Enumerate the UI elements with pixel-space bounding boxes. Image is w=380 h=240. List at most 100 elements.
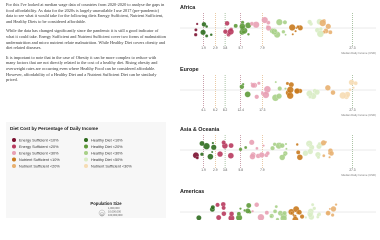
dot [282,20,288,25]
legend-label: Nutrient Sufficient <10% [19,158,60,162]
dot [210,144,217,151]
dot [236,211,241,216]
tick-label: 7.9 [260,168,265,172]
legend-swatch [84,164,88,168]
dot [325,23,332,30]
dot [270,145,275,151]
dot [302,150,309,157]
dot [250,82,256,88]
dot [265,25,272,31]
axis-label: Median Daily Income (USD) [341,51,376,55]
dot [307,143,311,146]
dot [274,204,278,209]
panel-title: Asia & Oceania [180,127,220,133]
dot [199,140,205,147]
legend-label: Healthy Diet <50% [91,158,123,162]
tick-label: 17.3 [259,108,265,112]
population-label: 10,000,000 [108,210,122,214]
legend-title: Diet Cost by Percentage of Daily Income [10,126,99,131]
dot [195,22,199,26]
dot [275,217,280,220]
dot [221,140,226,145]
dot [334,203,338,206]
dot [324,84,331,91]
dot [330,206,337,212]
tick-label: 27.3 [349,168,355,172]
dot [221,211,227,217]
dot [314,89,320,95]
dot [194,28,198,32]
dot [228,142,234,149]
tick-label: 5.8 [239,168,244,172]
paragraph: While the data has changed significantly… [6,28,166,51]
dot [307,19,312,25]
panel-title: Europe [180,67,199,73]
dot [248,139,255,146]
dot [296,154,303,161]
dot [279,154,286,161]
dot [203,142,210,150]
dot [257,81,261,86]
tick-label: 2.9 [213,46,218,50]
dot [288,24,296,31]
axis-label: Median Daily Income (USD) [341,173,376,177]
dot [291,33,294,36]
dot [285,147,288,151]
population-label: 1,000,000 [108,206,120,210]
dot [316,155,321,160]
panel-title: Africa [180,5,196,11]
dot [284,142,288,146]
dot [296,150,301,155]
dot [307,148,314,155]
legend-graphic: Energy Sufficient <10% Healthy Diet <10% E… [12,138,132,217]
dot [277,86,283,91]
dot [215,214,222,220]
dot [193,32,198,37]
dot [196,215,202,220]
dot [265,151,270,156]
dot [229,211,235,217]
tick-label: 3.8 [223,46,228,50]
dot [239,207,242,210]
legend-swatch [12,151,16,155]
dot [292,216,299,220]
dot [294,88,300,94]
dot [264,210,269,215]
legend-swatch [84,144,88,149]
dot [296,25,300,29]
legend-swatch [12,138,16,142]
dot [221,205,226,211]
legend-swatch [84,157,88,162]
dot [200,29,206,36]
dot [318,26,323,31]
dot [328,150,334,156]
dot [205,25,209,28]
paragraph: For this I've looked at median wage data… [6,2,165,24]
dot [224,20,230,26]
dot [227,152,234,159]
population-title: Population Size [90,201,122,206]
legend-label: Nutrient Sufficient <30% [91,165,132,169]
dot [312,206,317,211]
dot [249,153,256,160]
legend-swatch [84,138,88,142]
dot [328,30,333,35]
dot [317,142,322,146]
dot [304,216,308,219]
tick-label: 6.2 [213,108,218,112]
dot [257,213,265,220]
legend-swatch [12,157,16,162]
dot [320,140,327,146]
dot [294,29,297,33]
dot [280,214,287,220]
legend-label: Energy Sufficient <30% [19,152,59,156]
legend-label: Nutrient Sufficient <20% [19,165,60,169]
dot [207,153,214,160]
legend-swatch [12,164,16,168]
dot [330,213,335,217]
dot [276,93,282,99]
dot [269,214,273,218]
dot [262,91,270,99]
dot [200,152,204,157]
panel-title: Americas [180,189,204,195]
